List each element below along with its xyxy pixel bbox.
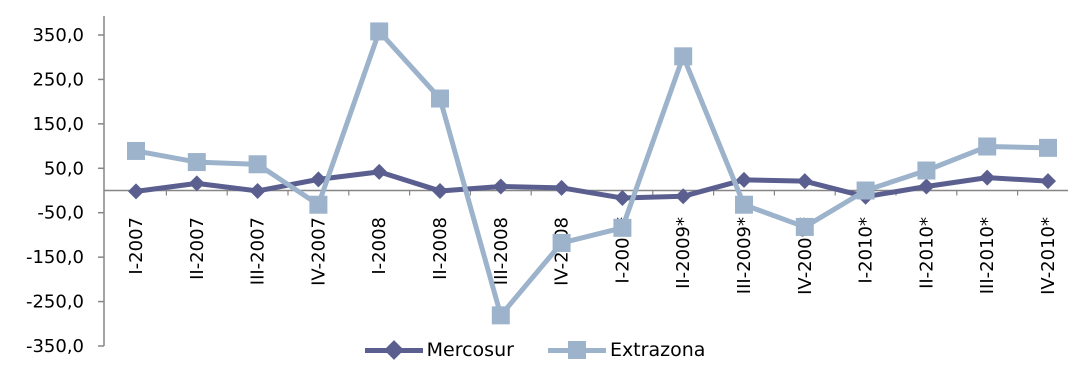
data-point-mercosur [979,169,996,186]
data-point-extrazona [978,137,997,156]
y-tick-label: -350,0 [26,336,84,357]
data-point-mercosur [918,178,935,195]
data-point-mercosur [249,182,266,199]
data-point-extrazona [309,195,328,214]
x-tick-label: III-2008 [491,217,512,285]
legend-label-extrazona: Extrazona [609,339,706,361]
data-point-extrazona [187,153,206,172]
data-point-mercosur [736,171,752,188]
x-tick-label: III-2007 [248,217,269,285]
x-tick-label: IV-2009* [795,217,816,295]
data-point-extrazona [735,195,753,214]
data-point-extrazona [674,47,693,66]
y-tick-label: -250,0 [26,292,84,313]
x-tick-label: IV-2007 [308,217,329,286]
x-tick-label: I-2010* [856,217,877,284]
data-point-extrazona [1039,138,1057,157]
data-point-extrazona [613,218,632,237]
y-axis: 350,0 250,0 150,0 50,0 -50,0 -150,0 -250,0 -350… [26,16,105,357]
y-tick-label: 250,0 [32,69,84,90]
y-tick-label: 50,0 [44,158,84,179]
legend-swatch-extrazona [547,339,606,361]
x-tick-label: III-2010* [977,217,998,294]
data-point-extrazona [856,181,875,200]
legend-swatch-mercosur [364,339,423,361]
data-point-extrazona [917,161,936,180]
x-tick-label: I-2007 [126,217,147,275]
data-point-mercosur [371,163,388,180]
data-point-mercosur [1040,173,1056,190]
data-point-extrazona [248,155,267,174]
y-tick-label: 150,0 [32,114,84,135]
x-tick-label: I-2008 [369,217,390,275]
y-tick-label: 350,0 [32,25,84,46]
data-point-mercosur [614,190,631,207]
data-point-mercosur [128,183,144,200]
y-tick-label: -50,0 [37,203,84,224]
x-tick-label: II-2010* [916,217,937,289]
data-point-extrazona [431,89,449,108]
data-point-mercosur [492,178,509,195]
data-point-extrazona [795,217,814,236]
x-tick-label: II-2007 [187,217,208,280]
data-point-extrazona [370,22,389,41]
data-point-extrazona [491,306,510,325]
legend-item-extrazona: Extrazona [547,339,706,361]
data-point-extrazona [127,141,145,160]
x-tick-label: III-2009* [734,217,755,294]
legend-label-mercosur: Mercosur [426,339,514,361]
x-tick-label: IV-2010* [1038,217,1059,295]
data-point-mercosur [188,175,205,192]
x-axis-tick-labels: I-2007 II-2007 III-2007 IV-2007 I-2008 II-200… [126,190,1059,295]
x-tick-label: II-2008 [430,217,451,280]
y-tick-label: -150,0 [26,247,84,268]
series-extrazona [127,22,1057,325]
data-point-mercosur [432,182,448,199]
legend: Mercosur Extrazona [0,336,1070,364]
data-point-mercosur [310,171,327,188]
data-point-mercosur [553,179,570,196]
series-line-extrazona [135,28,1049,318]
legend-item-mercosur: Mercosur [364,339,514,361]
data-point-mercosur [796,173,813,190]
data-point-extrazona [552,233,571,252]
x-tick-label: II-2009* [673,217,694,289]
data-point-mercosur [675,188,692,205]
